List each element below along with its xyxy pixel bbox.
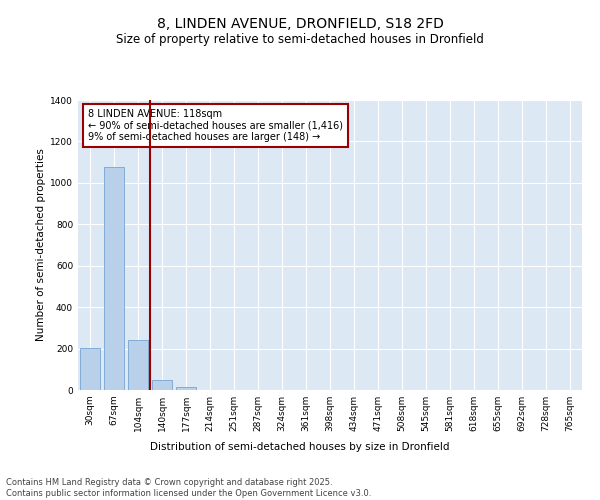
Bar xyxy=(128,340,148,390)
Text: 8, LINDEN AVENUE, DRONFIELD, S18 2FD: 8, LINDEN AVENUE, DRONFIELD, S18 2FD xyxy=(157,18,443,32)
Bar xyxy=(104,168,124,390)
Text: 8 LINDEN AVENUE: 118sqm
← 90% of semi-detached houses are smaller (1,416)
9% of : 8 LINDEN AVENUE: 118sqm ← 90% of semi-de… xyxy=(88,108,343,142)
Bar xyxy=(176,387,196,390)
Text: Size of property relative to semi-detached houses in Dronfield: Size of property relative to semi-detach… xyxy=(116,32,484,46)
Text: Distribution of semi-detached houses by size in Dronfield: Distribution of semi-detached houses by … xyxy=(150,442,450,452)
Text: Contains HM Land Registry data © Crown copyright and database right 2025.
Contai: Contains HM Land Registry data © Crown c… xyxy=(6,478,371,498)
Y-axis label: Number of semi-detached properties: Number of semi-detached properties xyxy=(36,148,46,342)
Bar xyxy=(80,348,100,390)
Bar xyxy=(152,380,172,390)
